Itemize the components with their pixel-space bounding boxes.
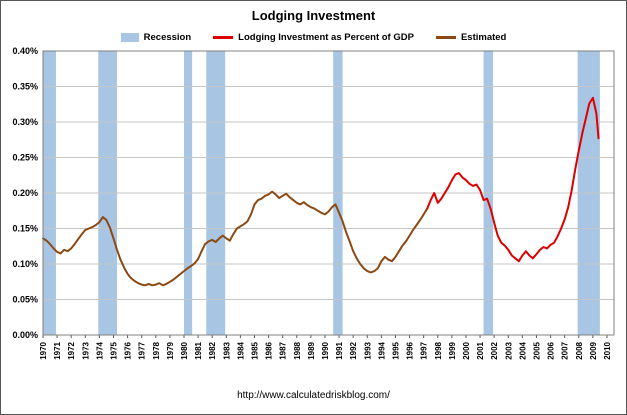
plot-border — [42, 50, 615, 336]
y-tick-label: 0.40% — [12, 47, 38, 56]
y-tick-label: 0.10% — [12, 259, 38, 269]
x-tick-label: 1989 — [307, 341, 316, 359]
x-tick-label: 2007 — [561, 341, 570, 359]
x-tick-label: 1972 — [67, 341, 76, 359]
recession-swatch — [120, 33, 139, 42]
x-tick-label: 1986 — [265, 341, 274, 359]
x-tick-label: 1994 — [377, 341, 386, 359]
x-tick-label: 2003 — [504, 341, 513, 359]
x-tick-label: 1997 — [420, 341, 429, 359]
x-tick-label: 1993 — [363, 341, 372, 359]
x-tick-label: 2002 — [490, 341, 499, 359]
x-tick-label: 1995 — [391, 341, 400, 359]
x-tick-label: 1988 — [293, 341, 302, 359]
lodging-line-swatch — [213, 36, 234, 39]
chart-svg: 0.00% 0.05% 0.10% 0.15% 0.20% 0.25% 0.30% 0.35%… — [12, 46, 615, 360]
x-tick-label: 1979 — [166, 341, 175, 359]
x-tick-label: 2010 — [603, 341, 612, 359]
x-tick-label: 1974 — [95, 341, 104, 359]
x-tick-label: 2005 — [532, 341, 541, 359]
y-tick-label: 0.20% — [12, 188, 38, 198]
x-tick-label: 2000 — [462, 341, 471, 359]
x-tick-label: 1971 — [53, 341, 62, 359]
x-tick-label: 1978 — [152, 341, 161, 359]
x-tick-label: 1982 — [208, 341, 217, 359]
x-tick-label: 1970 — [39, 341, 48, 359]
legend-label-recession: Recession — [143, 32, 192, 43]
legend-item-recession: Recession — [120, 32, 192, 43]
lodging-investment-line — [426, 96, 600, 263]
x-tick-label: 2004 — [518, 341, 527, 359]
legend-item-lodging-investment: Lodging Investment as Percent of GDP — [213, 32, 414, 43]
x-tick-label: 1985 — [250, 341, 259, 359]
x-tick-label: 2006 — [547, 341, 556, 359]
chart-area: 0.00% 0.05% 0.10% 0.15% 0.20% 0.25% 0.30% 0.35%… — [5, 46, 626, 386]
x-tick-label: 1998 — [434, 341, 443, 359]
x-tick-label: 1984 — [236, 341, 245, 359]
x-tick-label: 1977 — [138, 341, 147, 359]
x-tick-label: 1980 — [180, 341, 189, 359]
source-url: http://www.calculatedriskblog.com/ — [237, 390, 390, 401]
chart-title: Lodging Investment — [251, 8, 376, 23]
y-tick-label: 0.15% — [12, 224, 38, 234]
y-tick-label: 0.35% — [12, 82, 38, 92]
x-tick-label: 1990 — [321, 341, 330, 359]
legend-item-estimated: Estimated — [435, 32, 507, 43]
y-tick-label: 0.30% — [12, 117, 38, 127]
x-tick-label: 2001 — [476, 341, 485, 359]
legend-label-estimated: Estimated — [460, 32, 507, 43]
y-tick-label: 0.25% — [12, 153, 38, 163]
x-tick-label: 1983 — [222, 341, 231, 359]
x-tick-label: 1981 — [194, 341, 203, 359]
x-tick-label: 1975 — [109, 341, 118, 359]
x-tick-label: 1991 — [335, 341, 344, 359]
legend-label-lodging-investment: Lodging Investment as Percent of GDP — [238, 32, 414, 43]
x-tick-label: 1973 — [81, 341, 90, 359]
x-tick-label: 1999 — [448, 341, 457, 359]
x-tick-label: 1996 — [406, 341, 415, 359]
estimated-line-swatch — [435, 36, 456, 39]
legend: Recession Lodging Investment as Percent … — [1, 32, 626, 43]
y-tick-label: 0.05% — [12, 295, 38, 305]
x-tick-label: 1976 — [124, 341, 133, 359]
x-tick-label: 1987 — [279, 341, 288, 359]
estimated-line — [42, 190, 429, 287]
y-tick-label: 0.00% — [12, 330, 38, 340]
x-tick-label: 1992 — [349, 341, 358, 359]
x-tick-label: 2008 — [575, 341, 584, 359]
x-tick-label: 2009 — [589, 341, 598, 359]
